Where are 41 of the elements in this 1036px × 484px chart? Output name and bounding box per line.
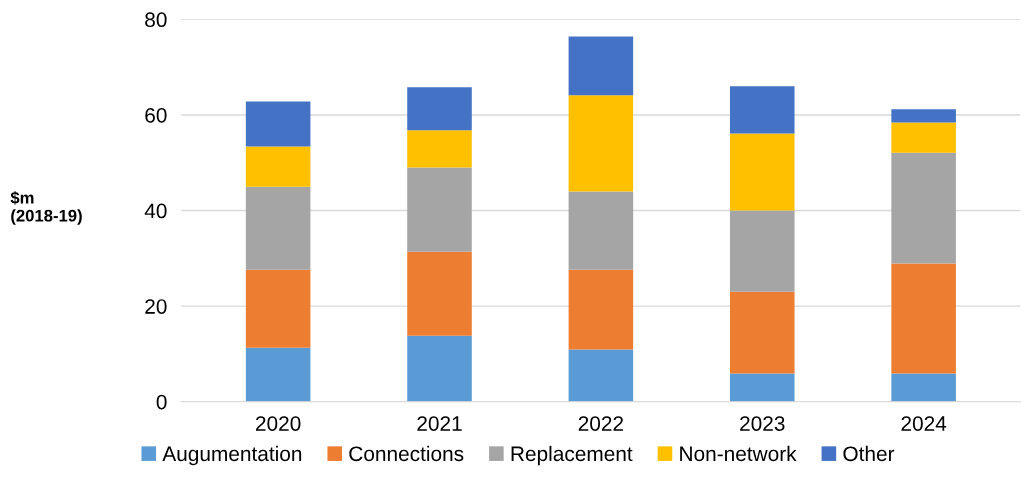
bar (891, 109, 956, 123)
bar (729, 373, 795, 402)
bar (568, 269, 634, 350)
bar (729, 291, 795, 374)
x-tick-label: 2021 (417, 416, 462, 431)
bar (407, 167, 472, 252)
y-axis-title: $m (2018-19) (10, 191, 82, 225)
bar (245, 146, 311, 187)
x-tick-label: 2023 (740, 416, 785, 431)
bar (891, 152, 956, 264)
bar (891, 122, 956, 153)
bar (891, 373, 956, 402)
x-tick-label: 2022 (578, 416, 624, 431)
bar (568, 36, 634, 96)
legend-label: Other (843, 445, 895, 462)
y-tick-label: 0 (156, 394, 167, 410)
bar (891, 263, 956, 374)
y-tick-label: 60 (145, 107, 167, 123)
bar (568, 191, 634, 270)
y-tick-label: 20 (145, 299, 167, 314)
legend-label: Augumentation (162, 445, 302, 466)
bar (245, 101, 311, 147)
bar (245, 347, 311, 402)
x-tick-label: 2024 (901, 416, 947, 431)
y-tick-label: 40 (144, 203, 167, 219)
bar (407, 335, 472, 402)
bar (407, 251, 472, 336)
bar (568, 95, 634, 192)
bar (407, 130, 472, 168)
legend-label: Non-network (680, 445, 797, 462)
bar (245, 186, 311, 270)
legend-label: Connections (349, 445, 464, 462)
bar (729, 133, 795, 211)
bar (729, 86, 795, 134)
bar (245, 269, 311, 348)
bar (407, 87, 472, 131)
legend-label: Replacement (511, 445, 633, 466)
y-tick-label: 80 (145, 12, 167, 28)
bar (729, 210, 795, 292)
bar (568, 349, 634, 402)
x-tick-label: 2020 (256, 416, 301, 431)
